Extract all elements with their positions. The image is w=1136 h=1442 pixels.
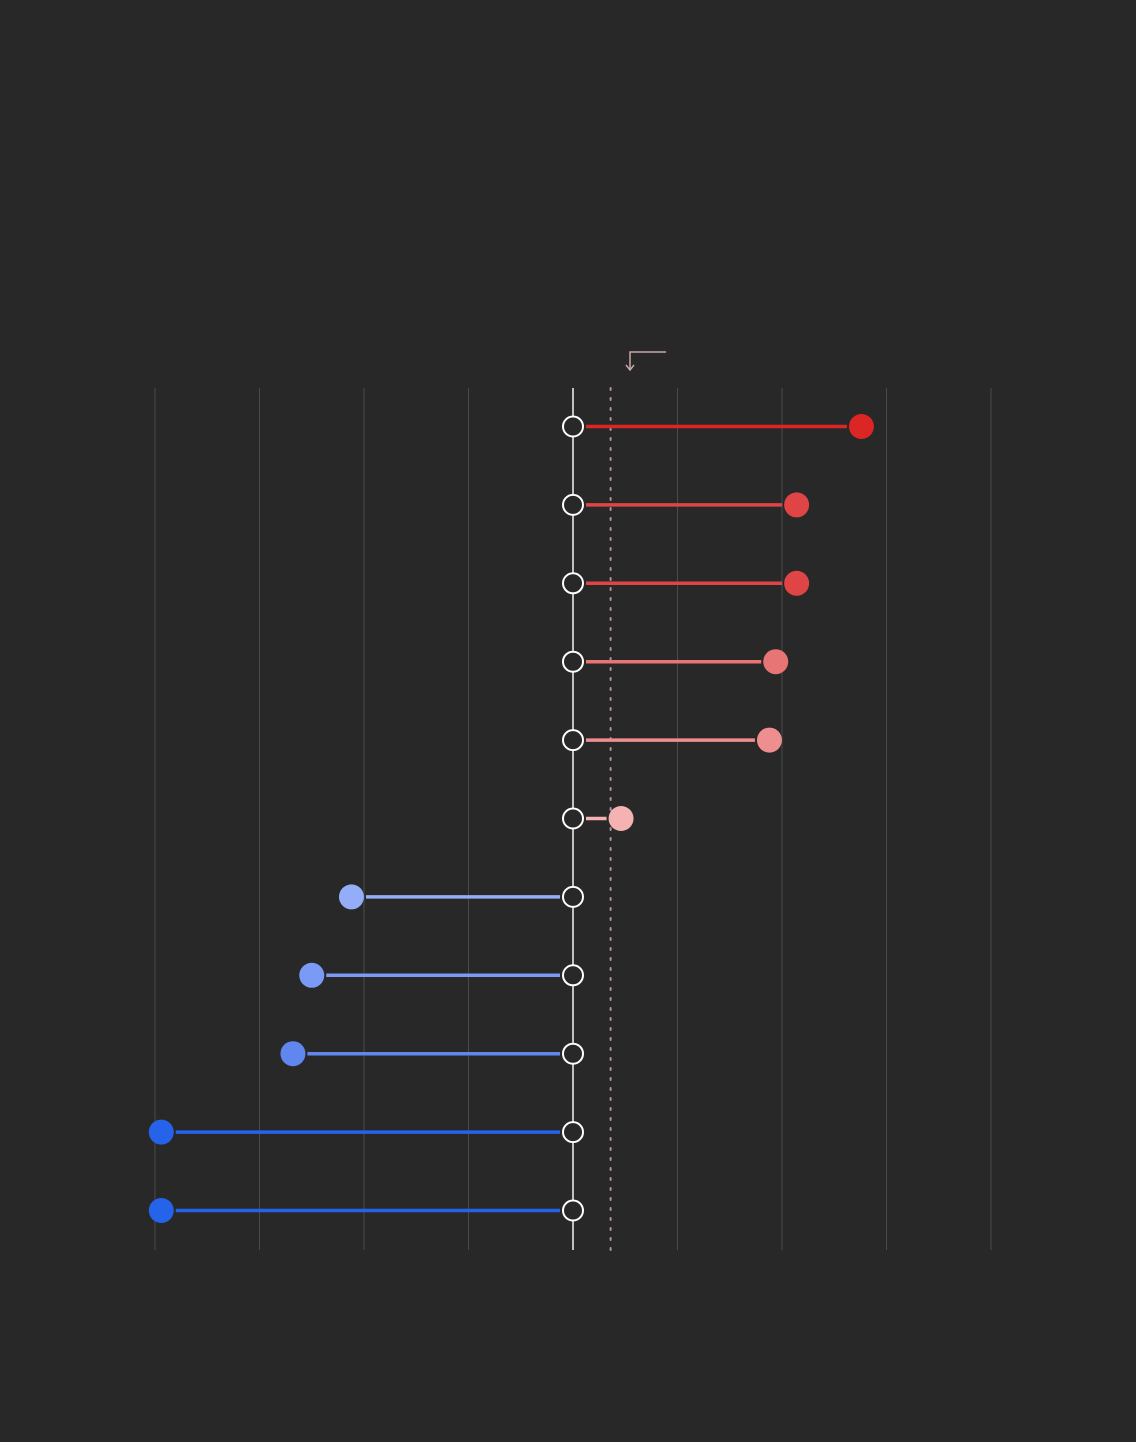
start-marker-11	[562, 1199, 584, 1222]
end-dot-9	[280, 1041, 306, 1067]
end-dot-5	[756, 727, 782, 753]
end-dot-8	[299, 962, 325, 988]
end-dot-11	[148, 1198, 174, 1223]
end-dot-3	[784, 570, 810, 596]
end-dot-2	[784, 492, 810, 518]
end-dot-1	[848, 414, 874, 439]
end-dot-4	[763, 649, 789, 675]
start-marker-7	[562, 885, 584, 908]
start-marker-8	[562, 964, 584, 987]
start-marker-4	[562, 650, 584, 673]
start-marker-2	[562, 493, 584, 516]
end-dot-10	[148, 1119, 174, 1145]
start-marker-6	[562, 807, 584, 830]
start-marker-10	[562, 1121, 584, 1144]
reference-arrow-head	[625, 364, 635, 372]
end-dot-6	[608, 806, 634, 831]
end-dot-7	[338, 884, 364, 910]
start-marker-3	[562, 572, 584, 595]
reference-arrow-shaft	[629, 351, 666, 369]
start-marker-9	[562, 1042, 584, 1065]
start-marker-1	[562, 415, 584, 438]
start-marker-5	[562, 729, 584, 752]
